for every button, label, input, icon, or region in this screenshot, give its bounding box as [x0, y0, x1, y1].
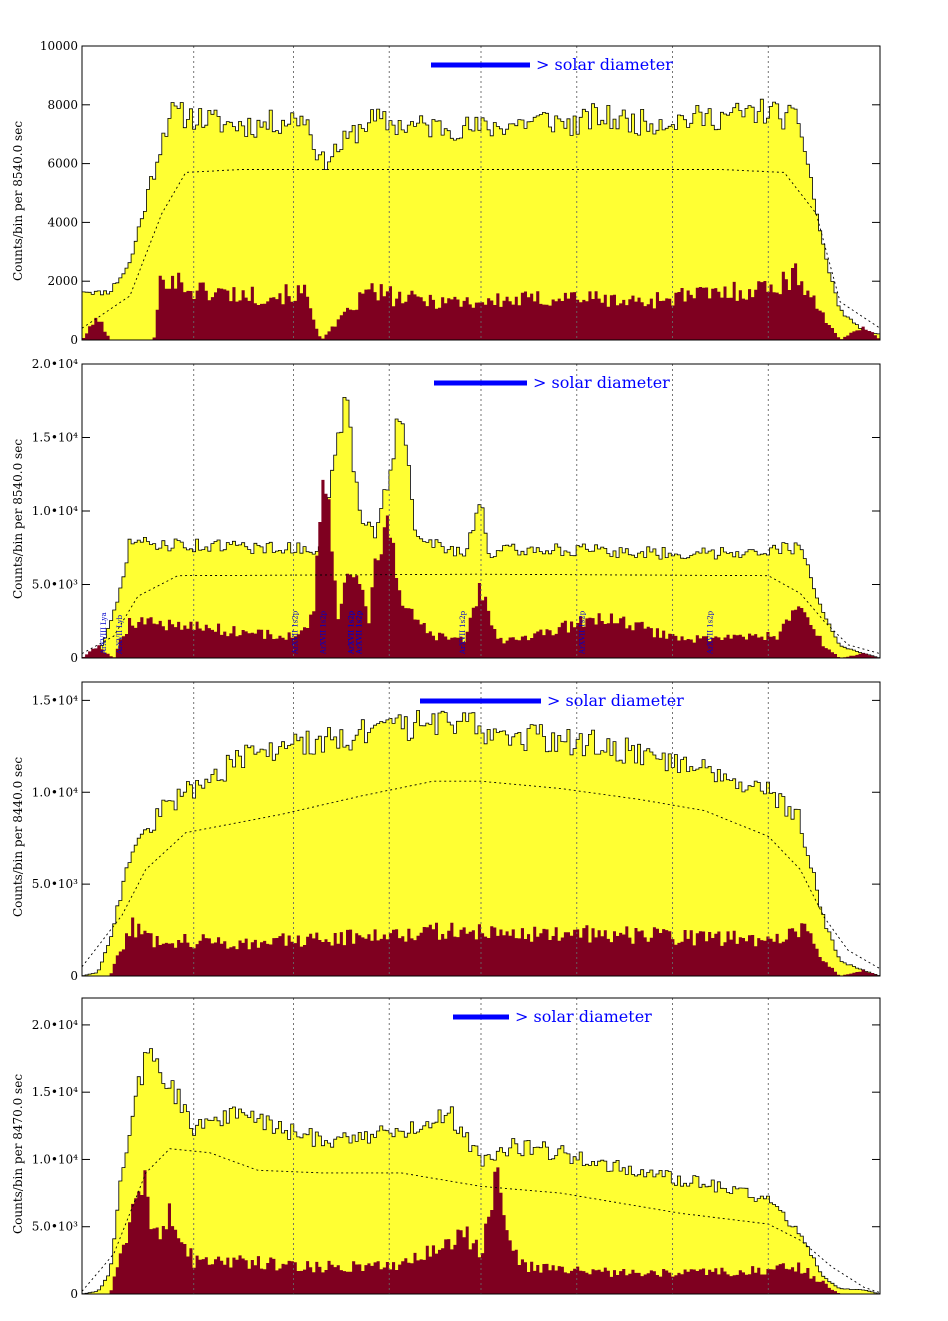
line-id-label: ArXVII 1s2p — [355, 610, 363, 655]
line-id-label: ArXVII 1s2p — [347, 610, 355, 655]
y-axis-label: Counts/bin per 8540.0 sec — [11, 121, 25, 281]
y-tick-label: 1.0•10⁴ — [32, 504, 78, 518]
y-axis-label: Counts/bin per 8440.0 sec — [11, 757, 25, 917]
lower-spectrum-area — [82, 263, 880, 340]
line-id-label: ArXVIII Lya — [100, 612, 108, 655]
lower-spectrum-area — [82, 917, 880, 976]
y-tick-label: 5.0•10³ — [32, 1220, 78, 1234]
y-tick-label: 4000 — [47, 215, 78, 229]
y-tick-label: 1.5•10⁴ — [32, 693, 78, 707]
line-id-label: ArXVII 1s2p — [347, 610, 355, 655]
line-id-label: ArXVII 1s2p — [579, 610, 587, 655]
y-tick-label: 5.0•10³ — [32, 877, 78, 891]
line-id-label: ArXVII 1s2p — [355, 610, 363, 655]
y-axis-label: Counts/bin per 8540.0 sec — [11, 439, 25, 599]
y-tick-label: 1.0•10⁴ — [32, 1152, 78, 1166]
panel-2: 0 5.0•10³ 1.0•10⁴ 1.5•10⁴ 2.0•10⁴ Counts/bin … — [11, 357, 881, 665]
line-id-label: ArXVII 1s2p — [706, 610, 714, 655]
line-id-label: ArXVII 1s2p — [459, 610, 467, 655]
model-curve — [82, 1148, 880, 1294]
panel-frame — [81, 45, 881, 341]
panel-plot-area — [82, 682, 880, 976]
solar-diameter-label: > solar diameter — [533, 373, 670, 392]
panel-3: 0 5.0•10³ 1.0•10⁴ 1.5•10⁴ Counts/bin per 844… — [11, 681, 881, 983]
y-tick-label: 1.0•10⁴ — [32, 785, 78, 799]
lower-spectrum-area — [82, 479, 880, 658]
line-id-label: ArXVII 1s2p — [291, 610, 299, 655]
total-spectrum-area — [82, 397, 880, 658]
line-id-label: ArXVII Lyb — [116, 614, 124, 655]
y-tick-label: 6000 — [47, 157, 78, 171]
panel-4: 0 5.0•10³ 1.0•10⁴ 1.5•10⁴ 2.0•10⁴ Counts/bin … — [11, 997, 881, 1301]
panel-plot-area — [82, 998, 880, 1294]
y-tick-label: 0 — [70, 1287, 78, 1301]
solar-diameter-label: > solar diameter — [547, 691, 684, 710]
total-spectrum-area — [82, 1048, 880, 1294]
y-tick-label: 0 — [70, 969, 78, 983]
y-tick-label: 2000 — [47, 274, 78, 288]
model-curve — [82, 169, 880, 329]
model-curve — [82, 780, 880, 969]
y-tick-label: 1.5•10⁴ — [32, 431, 78, 445]
y-tick-label: 1.5•10⁴ — [32, 1085, 78, 1099]
y-tick-label: 2.0•10⁴ — [32, 1018, 78, 1032]
y-tick-label: 10000 — [40, 39, 78, 53]
y-axis-label: Counts/bin per 8470.0 sec — [11, 1074, 25, 1234]
panel-1: 0 2000 4000 6000 8000 10000 Counts/bin per 854… — [11, 39, 881, 347]
panel-frame — [81, 681, 881, 977]
panel-plot-area — [82, 364, 880, 658]
y-tick-label: 5.0•10³ — [32, 578, 78, 592]
solar-diameter-label: > solar diameter — [515, 1007, 652, 1026]
y-tick-label: 0 — [70, 651, 78, 665]
panel-plot-area — [82, 46, 880, 340]
y-tick-label: 2.0•10⁴ — [32, 357, 78, 371]
y-tick-label: 8000 — [47, 98, 78, 112]
line-id-label: ArXVII 1s2p — [319, 610, 327, 655]
solar-diameter-label: > solar diameter — [536, 55, 673, 74]
panel-frame — [81, 997, 881, 1295]
y-tick-label: 0 — [70, 333, 78, 347]
